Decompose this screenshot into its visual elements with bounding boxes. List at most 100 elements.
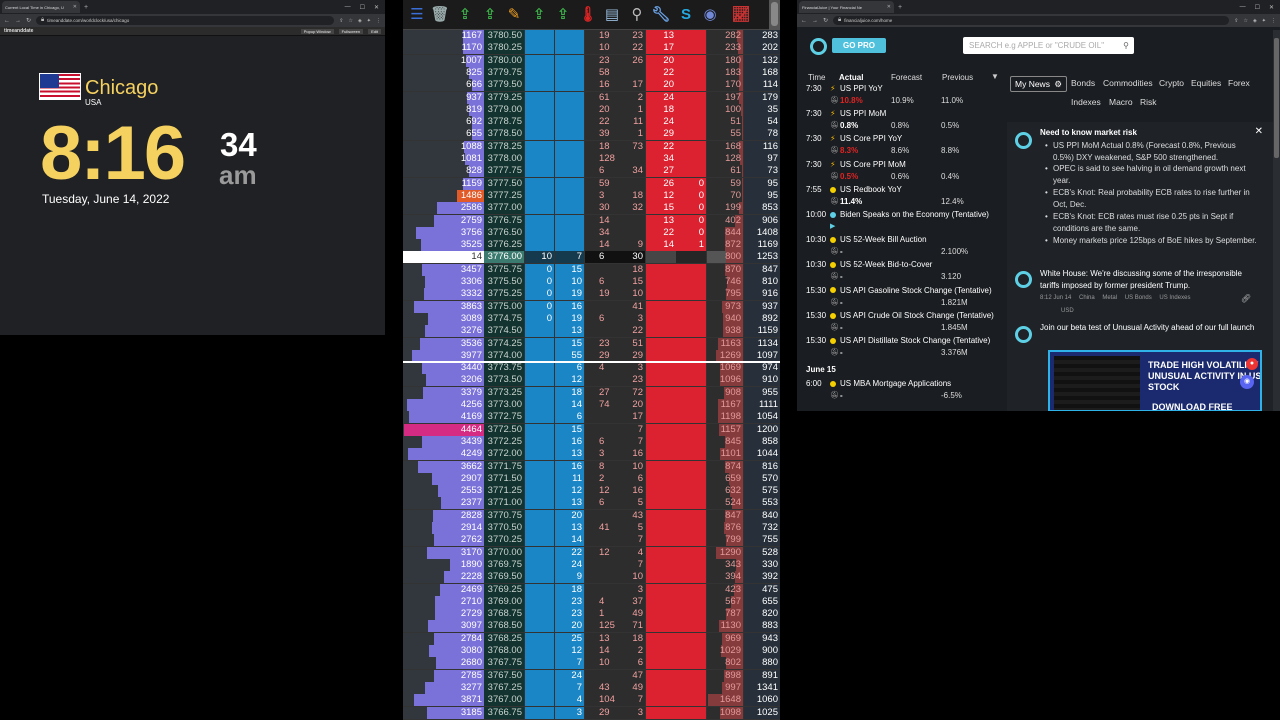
price-cell[interactable]: 3772.00	[484, 448, 524, 461]
trade-cell[interactable]: 19 23	[585, 30, 645, 42]
ask-order-cell[interactable]	[676, 657, 706, 670]
bid-order-cell[interactable]: 10	[525, 251, 554, 264]
bid-order-cell[interactable]	[525, 103, 554, 116]
trade-cell[interactable]: 12 4	[585, 546, 645, 559]
ask-size-cell[interactable]	[646, 534, 676, 547]
bell-off-icon[interactable]: 🔕︎	[830, 349, 839, 356]
volume-cell[interactable]: 168	[707, 140, 743, 153]
trade-cell[interactable]: 7	[585, 423, 645, 436]
total-volume-cell[interactable]: 943	[744, 632, 780, 645]
bid-order-cell[interactable]	[525, 349, 554, 362]
bid-size-cell[interactable]	[555, 153, 584, 165]
price-cell[interactable]: 3770.50	[484, 522, 524, 534]
toolbar-scrollbar[interactable]	[769, 0, 780, 30]
trade-cell[interactable]: 43	[585, 509, 645, 522]
total-volume-cell[interactable]: 35	[744, 103, 780, 116]
total-volume-cell[interactable]: 1159	[744, 325, 780, 338]
sell-volume-cell[interactable]: 1486	[403, 189, 484, 202]
total-volume-cell[interactable]: 553	[744, 497, 780, 510]
sell-volume-cell[interactable]: 2680	[403, 657, 484, 670]
ladder-row[interactable]: 2762 3770.25 14 7 799 755	[403, 534, 780, 547]
bell-off-icon[interactable]: 🔕︎	[830, 147, 839, 155]
ask-order-cell[interactable]	[676, 42, 706, 55]
calendar-event[interactable]: 10:00 Biden Speaks on the Economy (Tentat…	[806, 210, 1006, 235]
price-cell[interactable]: 3775.00	[484, 300, 524, 313]
sell-volume-cell[interactable]: 2828	[403, 509, 484, 522]
ask-size-cell[interactable]	[646, 595, 676, 608]
ladder-row[interactable]: 655 3778.50 39 1 29 55 78	[403, 128, 780, 141]
price-cell[interactable]: 3778.00	[484, 153, 524, 165]
bid-size-cell[interactable]: 9	[555, 571, 584, 584]
edit-button[interactable]: Edit	[368, 28, 381, 34]
extension-icon[interactable]: ◈	[357, 17, 362, 24]
bell-off-icon[interactable]: 🔕︎	[830, 298, 839, 306]
total-volume-cell[interactable]: 1408	[744, 226, 780, 239]
price-cell[interactable]: 3779.75	[484, 66, 524, 79]
ask-size-cell[interactable]: 20	[646, 79, 676, 92]
ad-banner[interactable]: TRADE HIGH VOLATILITY UNUSUAL ACTIVITY I…	[1048, 350, 1262, 411]
ask-size-cell[interactable]: 13	[646, 30, 676, 42]
export4-icon[interactable]: ⇪	[556, 6, 570, 23]
sell-volume-cell[interactable]: 2586	[403, 202, 484, 215]
bid-order-cell[interactable]	[525, 595, 554, 608]
price-cell[interactable]: 3777.50	[484, 177, 524, 190]
tag-metal[interactable]: Metal	[1102, 295, 1118, 301]
reload-icon[interactable]: ↻	[26, 18, 32, 24]
sell-volume-cell[interactable]: 3206	[403, 374, 484, 387]
s-icon[interactable]: S	[680, 5, 691, 23]
ask-size-cell[interactable]: 12	[646, 189, 676, 202]
volume-cell[interactable]: 70	[707, 189, 743, 202]
ladder-row[interactable]: 828 3777.75 6 34 27 61 73	[403, 165, 780, 178]
ladder-row[interactable]: 2729 3768.75 23 1 49 787 820	[403, 608, 780, 621]
ask-size-cell[interactable]	[646, 558, 676, 571]
ask-order-cell[interactable]	[676, 583, 706, 596]
price-cell[interactable]: 3774.50	[484, 325, 524, 338]
calendar-event[interactable]: 7:30 ⚡ US PPI MoM 🔕︎ 0.8% 0.8% 0.5%	[806, 109, 1006, 134]
total-volume-cell[interactable]: 974	[744, 362, 780, 375]
bid-order-cell[interactable]	[525, 153, 554, 165]
bid-size-cell[interactable]: 18	[555, 386, 584, 399]
filter-forex[interactable]: Forex	[1228, 78, 1250, 88]
bid-order-cell[interactable]	[525, 472, 554, 485]
sell-volume-cell[interactable]: 2469	[403, 583, 484, 596]
bid-size-cell[interactable]: 23	[555, 608, 584, 621]
ask-size-cell[interactable]: 26	[646, 177, 676, 190]
ask-order-cell[interactable]: 0	[676, 214, 706, 227]
bid-order-cell[interactable]	[525, 571, 554, 584]
volume-cell[interactable]: 1290	[707, 546, 743, 559]
trade-cell[interactable]: 125 71	[585, 620, 645, 633]
link-icon[interactable]: 🔗︎	[1240, 294, 1251, 303]
ask-order-cell[interactable]	[676, 337, 706, 350]
ask-size-cell[interactable]	[646, 546, 676, 559]
ask-size-cell[interactable]	[646, 423, 676, 436]
total-volume-cell[interactable]: 78	[744, 128, 780, 141]
bell-off-icon[interactable]: 🔕︎	[830, 392, 839, 399]
ask-order-cell[interactable]	[676, 522, 706, 534]
volume-cell[interactable]: 845	[707, 435, 743, 448]
price-cell[interactable]: 3769.00	[484, 595, 524, 608]
price-cell[interactable]: 3773.75	[484, 362, 524, 375]
ladder-row[interactable]: 4249 3772.00 13 3 16 1101 1044	[403, 448, 780, 461]
volume-cell[interactable]: 128	[707, 153, 743, 165]
volume-cell[interactable]: 1098	[707, 706, 743, 719]
bid-order-cell[interactable]	[525, 202, 554, 215]
ask-size-cell[interactable]	[646, 608, 676, 621]
bid-order-cell[interactable]	[525, 54, 554, 67]
close-icon[interactable]: ✕	[886, 4, 891, 10]
bid-size-cell[interactable]: 12	[555, 374, 584, 387]
total-volume-cell[interactable]: 891	[744, 669, 780, 682]
calendar-event[interactable]: 7:55 US Redbook YoY 🔕︎ 11.4% 12.4%	[806, 185, 1006, 210]
ask-size-cell[interactable]	[646, 706, 676, 719]
search-icon[interactable]: ⚲	[1123, 41, 1129, 50]
ask-order-cell[interactable]	[676, 140, 706, 153]
ask-size-cell[interactable]	[646, 276, 676, 288]
volume-cell[interactable]: 1198	[707, 411, 743, 424]
sell-volume-cell[interactable]: 4256	[403, 399, 484, 411]
bid-order-cell[interactable]	[525, 509, 554, 522]
sell-volume-cell[interactable]: 3306	[403, 276, 484, 288]
price-cell[interactable]: 3780.25	[484, 42, 524, 55]
bid-order-cell[interactable]	[525, 485, 554, 498]
sell-volume-cell[interactable]: 2553	[403, 485, 484, 498]
